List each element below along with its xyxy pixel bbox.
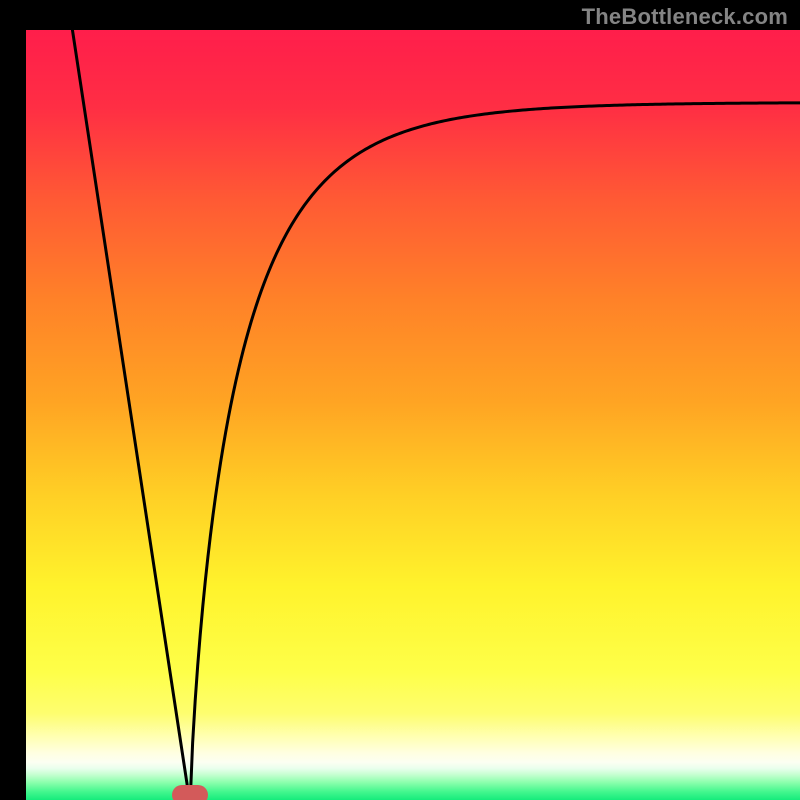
- plot-area: [26, 30, 800, 800]
- valley-marker: [172, 785, 208, 800]
- bottleneck-curve: [26, 30, 800, 800]
- watermark-text: TheBottleneck.com: [582, 4, 788, 30]
- chart-root: TheBottleneck.com: [0, 0, 800, 800]
